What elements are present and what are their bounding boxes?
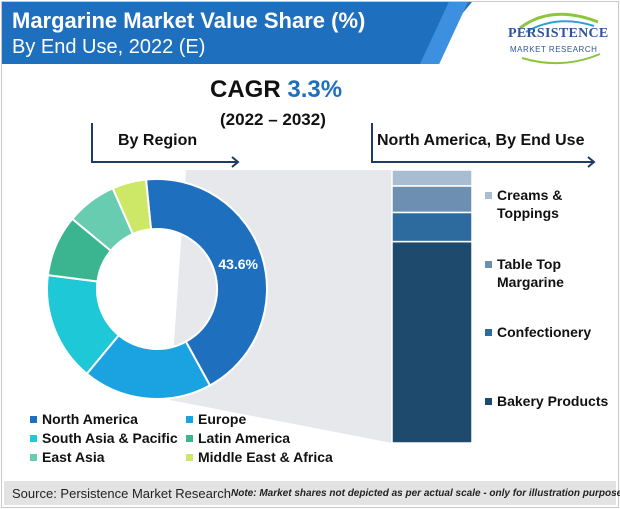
legend-item-europe: Europe — [186, 411, 246, 427]
legend-label: East Asia — [42, 449, 105, 465]
end-use-bracket-arrow — [587, 156, 596, 168]
legend-swatch — [186, 453, 193, 461]
legend-label: Table Top Margarine — [497, 256, 564, 290]
stack-legend-table-top-margarine: Table Top Margarine — [485, 255, 587, 291]
stack-segment-bakery-products — [391, 240, 473, 444]
title-banner — [2, 2, 472, 64]
stack-legend-creams-toppings: Creams & Toppings — [485, 186, 607, 222]
region-bracket-arrow — [231, 156, 240, 168]
legend-swatch — [30, 434, 37, 442]
legend-item-latin-america: Latin America — [186, 430, 290, 446]
footer-bar: Source: Persistence Market Research Note… — [4, 481, 620, 505]
end-use-stacked-bar — [391, 169, 473, 444]
stack-segment-table-top-margarine — [391, 185, 473, 214]
donut-slice-middle-east-africa — [111, 178, 153, 236]
region-chart-title: By Region — [118, 132, 198, 149]
legend-label: Europe — [198, 411, 247, 427]
legend-swatch — [186, 415, 193, 423]
legend-label: North America — [42, 411, 138, 427]
legend-swatch — [485, 261, 492, 268]
donut-data-label-north-america: 43.6% — [218, 256, 258, 272]
legend-swatch — [485, 398, 492, 405]
cagr-value: 3.3% — [287, 76, 343, 103]
company-logo: PERSISTENCE MARKET RESEARCH — [502, 8, 612, 68]
legend-label: Latin America — [198, 430, 291, 446]
legend-swatch — [30, 415, 37, 423]
logo-name: PERSISTENCE — [508, 26, 609, 41]
legend-item-north-america: North America — [30, 411, 138, 427]
region-donut-chart — [46, 178, 268, 400]
legend-label: Bakery Products — [497, 393, 609, 409]
stack-segment-creams-toppings — [391, 169, 473, 187]
legend-swatch — [485, 329, 492, 336]
legend-swatch — [186, 434, 193, 442]
legend-label: South Asia & Pacific — [42, 430, 178, 446]
end-use-chart-title: North America, By End Use — [377, 132, 585, 149]
stack-legend-bakery-products: Bakery Products — [485, 392, 609, 410]
chart-title: Margarine Market Value Share (%) — [12, 8, 366, 33]
legend-label: Confectionery — [497, 324, 592, 340]
legend-label: Middle East & Africa — [198, 449, 333, 465]
cagr-label: CAGR — [210, 76, 281, 103]
legend-swatch — [485, 192, 492, 199]
source-text: Source: Persistence Market Research — [12, 486, 231, 501]
legend-label: Creams & Toppings — [497, 187, 563, 221]
stack-legend-confectionery: Confectionery — [485, 323, 592, 341]
logo-swoosh-icon — [519, 12, 601, 65]
cagr-heading: CAGR 3.3% — [210, 76, 342, 104]
bracket-lines — [91, 123, 596, 168]
logo-tagline: MARKET RESEARCH — [510, 45, 598, 54]
legend-item-east-asia: East Asia — [30, 449, 105, 465]
legend-swatch — [30, 453, 37, 461]
chart-subtitle: By End Use, 2022 (E) — [12, 36, 206, 58]
footnote-text: Note: Market shares not depicted as per … — [231, 488, 620, 499]
stack-segment-confectionery — [391, 211, 473, 243]
region-bracket — [91, 123, 238, 163]
donut-slice-north-america — [144, 178, 268, 387]
cagr-period: (2022 – 2032) — [220, 110, 326, 129]
legend-item-south-asia-pacific: South Asia & Pacific — [30, 430, 178, 446]
end-use-bracket — [371, 123, 594, 163]
legend-item-middle-east-africa: Middle East & Africa — [186, 449, 333, 465]
